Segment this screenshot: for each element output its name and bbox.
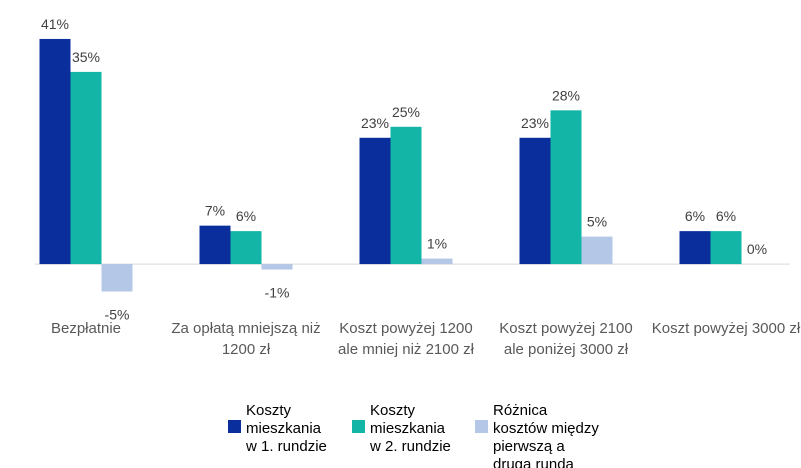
value-label: 5%	[587, 214, 607, 230]
legend-label: Koszty mieszkania w 1. rundzie	[246, 402, 327, 455]
legend-swatch	[475, 420, 488, 433]
value-label: -1%	[265, 285, 290, 301]
value-label: 23%	[361, 115, 389, 131]
legend-swatch	[228, 420, 241, 433]
legend-item: Koszty mieszkania w 1. rundzie	[228, 402, 332, 456]
bar	[390, 126, 422, 265]
x-tick-label: Koszt powyżej 1200 ale mniej niż 2100 zł	[338, 320, 474, 358]
value-label: 6%	[685, 208, 705, 224]
bar	[70, 71, 102, 265]
value-label: 6%	[716, 208, 736, 224]
bar	[261, 264, 293, 270]
bar	[550, 110, 582, 265]
value-label: 1%	[427, 236, 447, 252]
legend-item: Różnica kosztów między pierwszą a drugą …	[475, 402, 605, 468]
bar	[101, 264, 133, 292]
bar	[421, 258, 453, 265]
legend-label: Koszty mieszkania w 2. rundzie	[370, 402, 451, 455]
value-label: 6%	[236, 208, 256, 224]
legend-item: Koszty mieszkania w 2. rundzie	[352, 402, 456, 456]
legend-swatch	[352, 420, 365, 433]
value-label: 0%	[747, 241, 767, 257]
x-tick-label: Koszt powyżej 3000 zł	[651, 320, 801, 337]
bar	[199, 225, 231, 265]
value-label: 41%	[41, 16, 69, 32]
x-tick-label: Koszt powyżej 2100 ale poniżej 3000 zł	[499, 320, 633, 358]
value-label: 7%	[205, 203, 225, 219]
x-tick-label: Za opłatą mniejszą niż 1200 zł	[171, 320, 321, 358]
bar	[581, 236, 613, 265]
bar	[679, 231, 711, 265]
bar	[710, 231, 742, 265]
bar	[230, 231, 262, 265]
legend-label: Różnica kosztów między pierwszą a drugą …	[493, 402, 599, 468]
bar	[519, 137, 551, 265]
bar	[359, 137, 391, 265]
value-label: -5%	[105, 307, 130, 323]
value-label: 35%	[72, 49, 100, 65]
value-label: 23%	[521, 115, 549, 131]
value-label: 25%	[392, 104, 420, 120]
bar	[39, 38, 71, 265]
value-label: 28%	[552, 87, 580, 103]
x-tick-label: Bezpłatnie	[50, 320, 122, 337]
